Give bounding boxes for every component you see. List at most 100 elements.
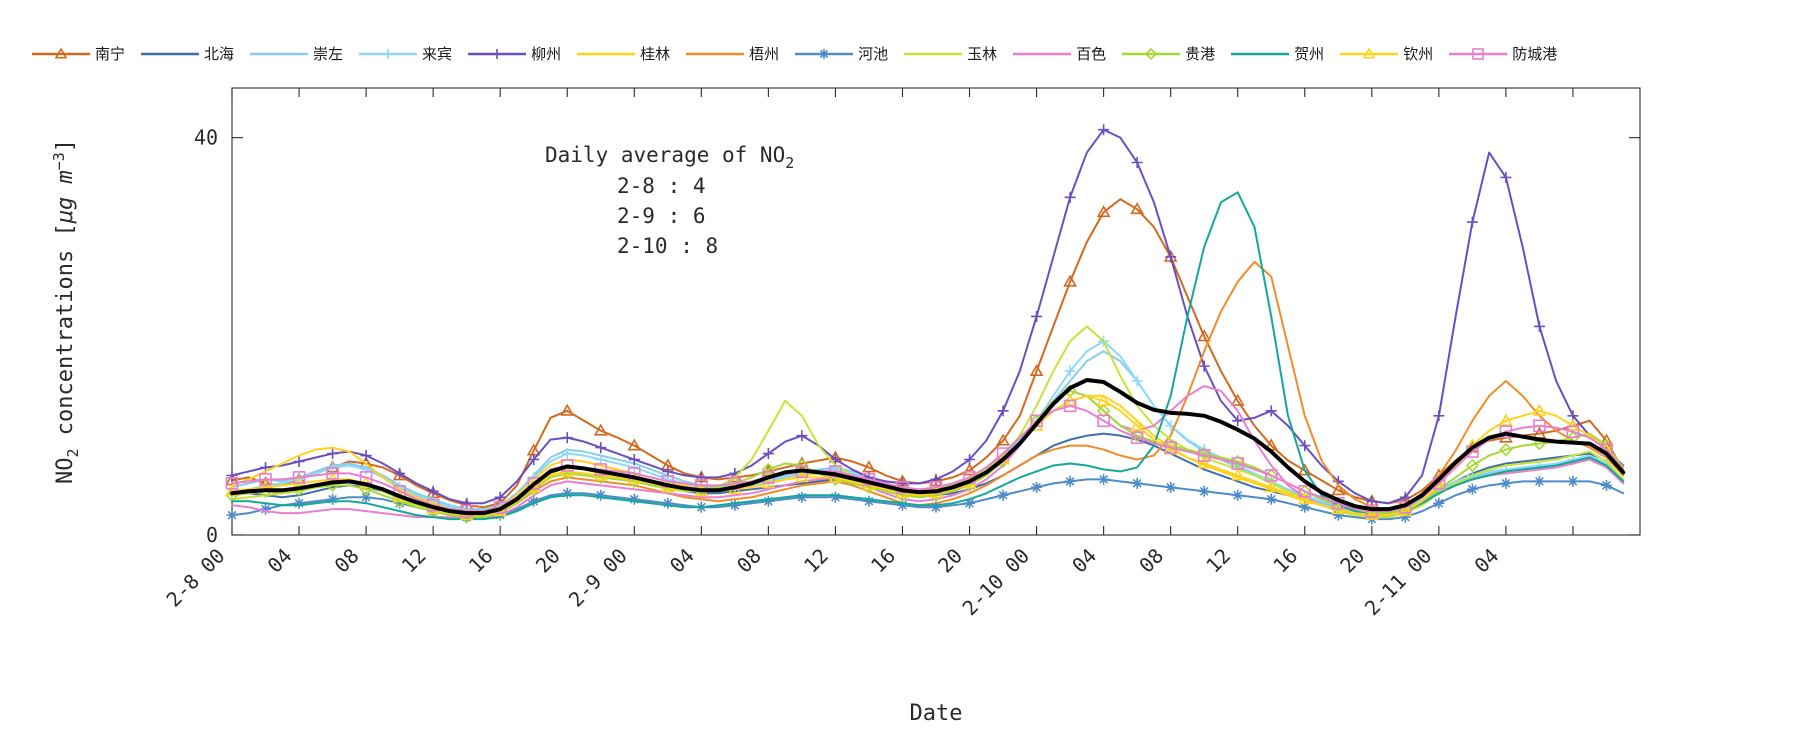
legend-label-10: 贵港 xyxy=(1185,45,1216,63)
legend-label-1: 北海 xyxy=(204,45,235,63)
series-marker xyxy=(1165,481,1177,493)
series-line-11 xyxy=(231,191,1625,521)
legend-swatch-plus-icon xyxy=(359,49,418,59)
legend-item-6[interactable]: 梧州 xyxy=(684,46,789,62)
legend-item-11[interactable]: 贺州 xyxy=(1229,46,1334,62)
series-marker xyxy=(1230,468,1245,481)
series-line-4 xyxy=(231,128,1625,505)
series-marker xyxy=(896,499,908,511)
x-tick-label-1: 04 xyxy=(263,544,297,578)
series-marker xyxy=(829,454,841,466)
series-marker xyxy=(930,473,942,485)
series-marker xyxy=(1533,320,1545,332)
series-marker xyxy=(1231,454,1245,469)
x-tick-label-2: 08 xyxy=(330,544,364,578)
series-marker xyxy=(225,477,239,490)
series-marker xyxy=(996,433,1010,446)
legend-item-7[interactable]: 河池 xyxy=(793,46,898,62)
series-marker xyxy=(964,454,976,466)
series-marker xyxy=(1231,457,1245,470)
series-marker xyxy=(1197,449,1211,462)
series-marker xyxy=(561,432,573,444)
series-marker xyxy=(528,454,540,466)
series-marker xyxy=(1198,485,1210,497)
legend-item-8[interactable]: 玉林 xyxy=(902,46,1007,62)
legend-swatch-diamond-icon xyxy=(1122,47,1181,61)
legend-swatch-none-icon xyxy=(141,52,200,56)
series-marker xyxy=(560,403,575,416)
series-marker xyxy=(1533,475,1545,487)
series-marker xyxy=(1096,205,1111,218)
chart-legend: 南宁 北海 崇左 来宾 柳州 桂林 梧州 河池 玉林 百色 贵港 贺州 钦州 防城港 xyxy=(0,40,1800,68)
series-marker xyxy=(1164,441,1177,454)
series-marker xyxy=(829,465,842,478)
plot-area: 2-8 00 04 08 12 16 20 2-9 00 04 08 12 16 20 2-10 00 0… xyxy=(0,70,1800,750)
series-marker xyxy=(1164,438,1178,453)
x-tick-label-12: 2-10 00 xyxy=(958,544,1035,621)
series-line-14 xyxy=(230,378,1626,516)
chart-svg: 2-8 00 04 08 12 16 202-9 00 04 08 12 16 202-10 00 0… xyxy=(50,87,1641,726)
series-marker xyxy=(561,487,573,499)
series-marker xyxy=(1465,458,1480,473)
series-6 xyxy=(231,260,1625,517)
legend-item-10[interactable]: 贵港 xyxy=(1120,46,1225,62)
legend-label-0: 南宁 xyxy=(95,45,126,63)
legend-item-4[interactable]: 柳州 xyxy=(466,46,571,62)
y-tick-label-0: 0 xyxy=(206,523,218,547)
series-marker xyxy=(1600,479,1612,491)
legend-label-6: 梧州 xyxy=(749,45,780,63)
x-tick-label-4: 16 xyxy=(464,544,498,578)
series-marker xyxy=(1131,477,1143,489)
series-marker xyxy=(729,499,741,511)
legend-item-5[interactable]: 桂林 xyxy=(575,46,680,62)
series-marker xyxy=(1433,410,1445,422)
legend-item-2[interactable]: 崇左 xyxy=(248,46,353,62)
series-marker xyxy=(1029,363,1044,377)
series-marker xyxy=(761,462,776,477)
legend-label-9: 百色 xyxy=(1076,45,1107,63)
series-marker xyxy=(327,493,339,505)
series-4 xyxy=(226,124,1625,509)
legend-swatch-none-icon xyxy=(250,52,309,56)
legend-label-8: 玉林 xyxy=(967,45,998,63)
legend-item-13[interactable]: 防城港 xyxy=(1447,46,1567,62)
series-marker xyxy=(1130,431,1144,444)
series-marker xyxy=(695,471,707,483)
series-marker xyxy=(595,442,607,454)
series-marker xyxy=(727,470,742,483)
y-axis-title: NO2 concentrations [μg m−3] xyxy=(50,139,82,484)
series-marker xyxy=(1031,310,1043,322)
x-tick-label-14: 08 xyxy=(1134,544,1168,578)
legend-label-4: 柳州 xyxy=(531,45,562,63)
legend-item-9[interactable]: 百色 xyxy=(1011,46,1116,62)
series-marker xyxy=(259,473,272,486)
legend-swatch-star-icon xyxy=(795,49,854,59)
series-marker xyxy=(1533,419,1546,433)
series-marker xyxy=(1265,493,1277,505)
series-marker xyxy=(1098,473,1110,485)
series-14 xyxy=(230,378,1626,516)
x-tick-label-9: 12 xyxy=(799,544,833,578)
series-marker xyxy=(628,454,640,466)
series-marker xyxy=(461,497,473,509)
series-marker xyxy=(1532,403,1547,416)
series-marker xyxy=(1130,429,1144,443)
series-line-0 xyxy=(231,198,1625,509)
series-marker xyxy=(1197,329,1212,342)
series-marker xyxy=(930,501,942,513)
series-marker xyxy=(1130,202,1145,215)
series-marker xyxy=(1063,274,1077,287)
series-marker xyxy=(427,485,439,497)
legend-item-12[interactable]: 钦州 xyxy=(1338,46,1443,62)
legend-item-1[interactable]: 北海 xyxy=(139,46,244,62)
legend-label-2: 崇左 xyxy=(313,45,344,63)
legend-item-0[interactable]: 南宁 xyxy=(30,46,135,62)
series-marker xyxy=(1299,501,1311,513)
series-marker xyxy=(829,491,841,503)
annotation-line2: 2-8 : 4 xyxy=(617,174,706,198)
legend-item-3[interactable]: 来宾 xyxy=(357,46,462,62)
legend-swatch-none-icon xyxy=(1013,52,1072,56)
x-tick-label-17: 20 xyxy=(1335,544,1369,578)
series-marker xyxy=(796,491,808,503)
